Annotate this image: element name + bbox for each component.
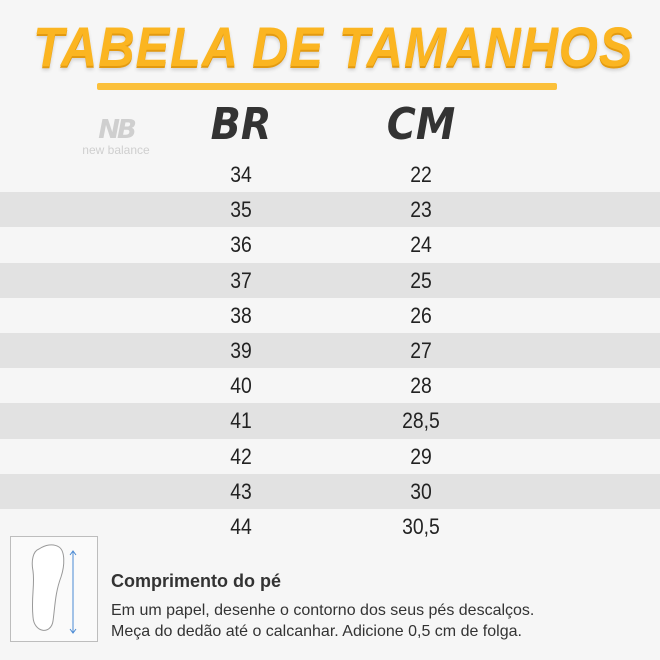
cm-size: 25 bbox=[410, 267, 432, 293]
cm-size: 27 bbox=[410, 337, 432, 363]
table-row: 39 27 bbox=[0, 332, 660, 369]
br-size: 40 bbox=[230, 373, 252, 399]
br-size: 42 bbox=[230, 443, 252, 469]
table-row: 34 22 bbox=[0, 157, 660, 192]
table-row: 40 28 bbox=[0, 368, 660, 403]
cm-size: 30 bbox=[410, 478, 432, 504]
br-size: 35 bbox=[230, 197, 252, 223]
nb-logo-icon: NB bbox=[98, 115, 137, 145]
br-size: 39 bbox=[230, 337, 252, 363]
foot-measure-icon bbox=[10, 536, 98, 642]
br-size: 34 bbox=[230, 162, 252, 187]
brand-logo-text: new balance bbox=[82, 143, 150, 157]
table-row: 42 29 bbox=[0, 439, 660, 474]
br-size: 43 bbox=[230, 478, 252, 504]
column-header-br: BR bbox=[210, 99, 272, 150]
cm-size: 23 bbox=[410, 197, 432, 223]
table-row: 37 25 bbox=[0, 262, 660, 298]
info-line: Meça do dedão até o calcanhar. Adicione … bbox=[111, 623, 522, 640]
table-row: 41 28,5 bbox=[0, 403, 660, 439]
table-row: 38 26 bbox=[0, 298, 660, 333]
size-table: 34 22 35 23 36 24 37 25 38 26 39 27 40 28 41 28,5 42 29 43… bbox=[0, 157, 660, 544]
cm-size: 28,5 bbox=[402, 408, 440, 434]
br-size: 44 bbox=[230, 513, 252, 539]
cm-size: 28 bbox=[410, 373, 432, 399]
br-size: 41 bbox=[230, 408, 252, 434]
title-underline bbox=[97, 83, 557, 90]
cm-size: 30,5 bbox=[402, 513, 440, 539]
cm-size: 22 bbox=[410, 162, 432, 187]
table-row: 43 30 bbox=[0, 473, 660, 509]
br-size: 37 bbox=[230, 267, 252, 293]
cm-size: 24 bbox=[410, 232, 432, 258]
cm-size: 26 bbox=[410, 302, 432, 328]
table-row: 44 30,5 bbox=[0, 509, 660, 544]
table-row: 35 23 bbox=[0, 192, 660, 228]
br-size: 38 bbox=[230, 302, 252, 328]
brand-logo: NB new balance bbox=[74, 116, 158, 156]
info-title: Comprimento do pé bbox=[111, 571, 281, 591]
table-row: 36 24 bbox=[0, 227, 660, 262]
page-title: TABELA DE TAMANHOS bbox=[33, 15, 634, 78]
br-size: 36 bbox=[230, 232, 252, 258]
info-text: Em um papel, desenhe o contorno dos seus… bbox=[111, 600, 651, 642]
column-header-cm: CM bbox=[386, 99, 456, 150]
cm-size: 29 bbox=[410, 443, 432, 469]
info-line: Em um papel, desenhe o contorno dos seus… bbox=[111, 602, 535, 619]
